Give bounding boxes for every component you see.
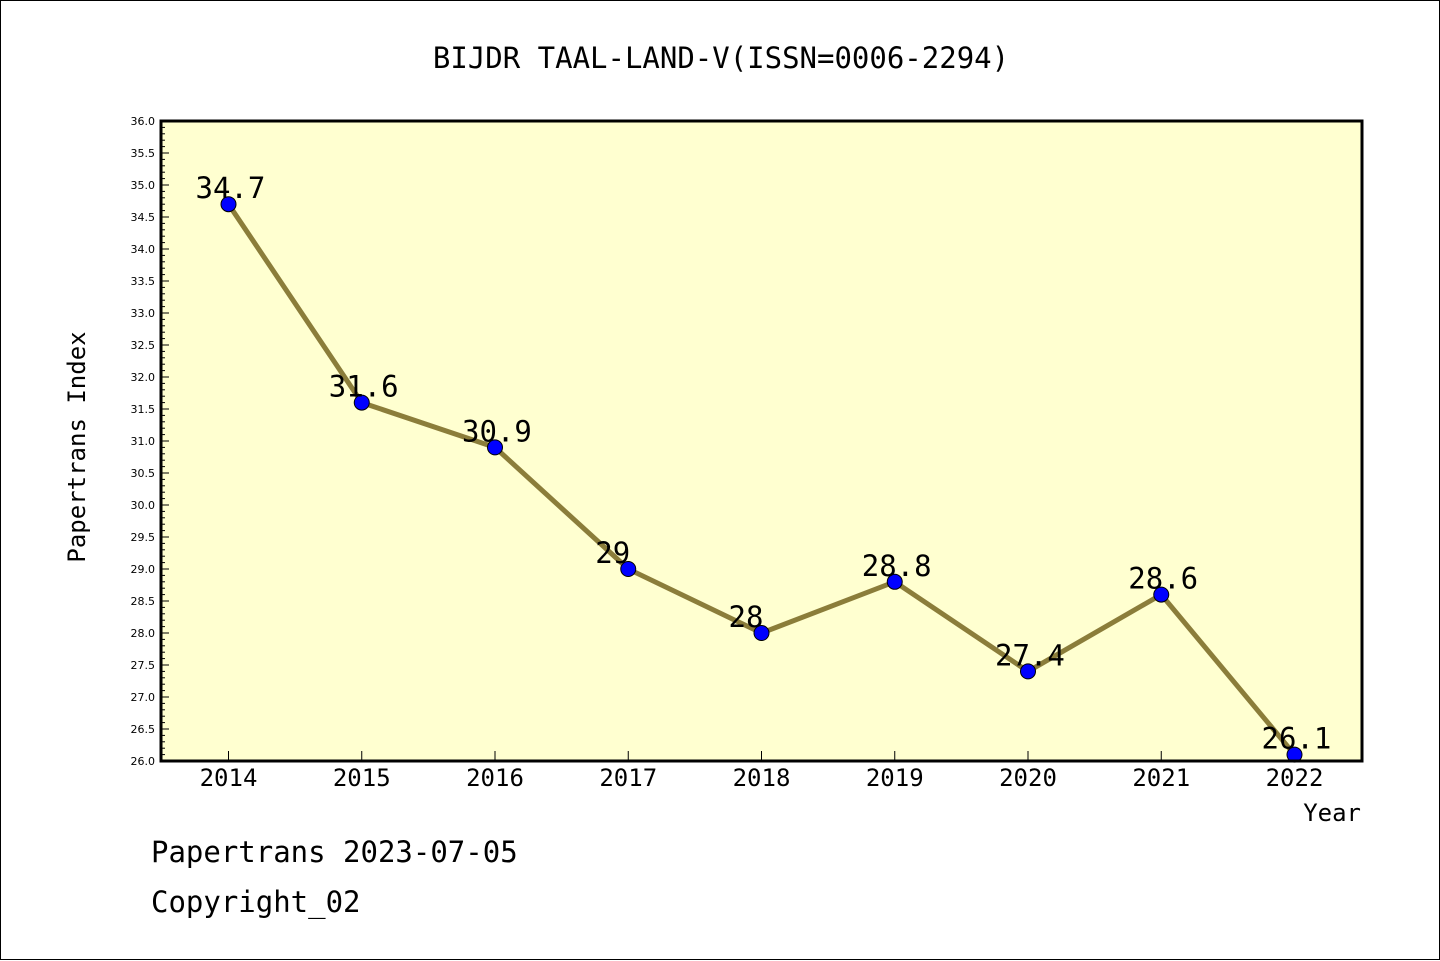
y-tick-label: 28.0 [131,627,156,640]
footer-copyright-text: Copyright_02 [151,885,361,919]
y-tick-label: 26.5 [131,723,156,736]
y-tick-label: 33.5 [131,275,156,288]
data-point-marker [753,625,770,641]
y-tick-label: 33.0 [131,307,156,320]
data-point-marker [353,394,370,411]
x-tick-label: 2015 [333,764,391,792]
data-label: 30.9 [462,414,532,448]
data-point-marker [620,561,637,577]
data-point-marker [886,573,903,590]
markers-group [220,196,1303,763]
y-tick-label: 34.5 [131,211,156,224]
y-tick-label: 28.5 [131,595,156,608]
data-point-marker [1020,663,1036,680]
x-tick-label: 2014 [200,764,258,792]
plot-area [161,121,1362,761]
y-tick-label: 30.0 [131,499,156,512]
plot-border [159,119,1364,763]
data-label: 29 [595,536,630,570]
x-axis: 2014 2015 2016 2017 2018 2019 2020 2021 2022 [200,751,1324,792]
x-tick-label: 2021 [1132,764,1190,792]
data-label: 34.7 [196,171,266,205]
data-point-marker [220,196,237,213]
chart-title: BIJDR TAAL-LAND-V(ISSN=0006-2294) [433,41,1009,75]
y-tick-label: 27.5 [131,659,156,672]
data-label: 28.8 [862,549,932,583]
y-tick-label: 32.0 [131,371,156,384]
y-tick-label: 36.0 [131,115,156,128]
y-tick-label: 35.0 [131,179,156,192]
y-tick-label: 27.0 [131,691,156,704]
data-label: 27.4 [995,638,1065,672]
data-labels-group: 34.7 31.6 30.9 29 28 28.8 27.4 28.6 26.1 [196,171,1332,755]
data-label: 28.6 [1128,562,1198,596]
y-axis-label: Papertrans Index [63,331,91,562]
data-point-marker [1153,586,1170,603]
x-tick-label: 2018 [733,764,791,792]
x-tick-label: 2022 [1266,764,1324,792]
x-tick-label: 2019 [866,764,924,792]
x-tick-label: 2016 [466,764,524,792]
data-label: 28 [729,600,764,634]
x-tick-label: 2017 [599,764,657,792]
data-point-marker [487,439,503,456]
y-axis: 26.0 26.5 27.0 27.5 28.0 28.5 29.0 29.5 30.0 30.5… [131,115,169,768]
y-tick-label: 35.5 [131,147,156,160]
data-label: 31.6 [329,370,399,404]
y-tick-label: 31.5 [131,403,156,416]
data-label: 26.1 [1262,722,1332,756]
x-axis-label: Year [1303,799,1361,827]
y-tick-label: 32.5 [131,339,156,352]
y-tick-label: 34.0 [131,243,156,256]
y-tick-label: 30.5 [131,467,156,480]
y-tick-label: 29.0 [131,563,156,576]
x-tick-label: 2020 [999,764,1057,792]
y-tick-label: 26.0 [131,755,156,768]
footer-date-text: Papertrans 2023-07-05 [151,835,518,869]
y-tick-label: 31.0 [131,435,156,448]
y-tick-label: 29.5 [131,531,156,544]
